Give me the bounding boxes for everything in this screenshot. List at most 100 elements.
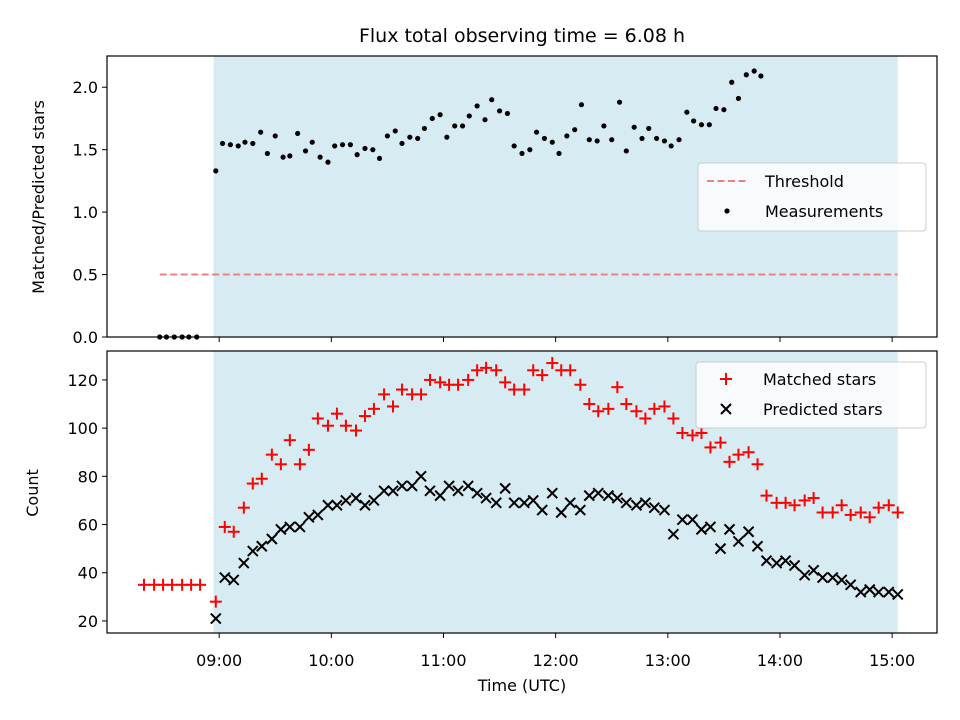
predicted-star-point (658, 504, 671, 516)
measurement-point (302, 148, 309, 154)
matched-star-point (592, 405, 605, 418)
measurement-point (362, 145, 368, 152)
matched-legend-label: Matched stars (763, 370, 876, 389)
matched-star-point (574, 378, 587, 391)
measurement-point (586, 137, 592, 143)
predicted-legend-marker (720, 403, 732, 415)
measurement-point (272, 133, 278, 139)
matched-star-point (138, 578, 151, 591)
measurement-point (339, 142, 346, 148)
y-tick-label: 100 (67, 419, 98, 438)
predicted-star-point (835, 574, 848, 586)
matched-star-point (779, 496, 792, 509)
predicted-star-point (732, 535, 745, 548)
predicted-star-point (667, 528, 680, 540)
matched-star-point (415, 388, 428, 401)
measurement-point (594, 138, 600, 144)
matched-star-point (648, 402, 661, 415)
matched-star-point (387, 400, 400, 413)
x-tick-label: 09:00 (196, 651, 242, 670)
predicted-star-point (620, 497, 633, 509)
x-tick-label: 15:00 (869, 651, 915, 670)
measurement-point (421, 125, 428, 132)
matched-star-point (518, 383, 531, 396)
measurement-point (631, 124, 637, 130)
ratio-legend: Threshold Measurements (697, 162, 927, 232)
matched-star-point (462, 373, 475, 386)
predicted-star-point (340, 494, 352, 507)
measurement-point (459, 123, 466, 129)
measurement-point (370, 147, 376, 153)
matched-star-point (891, 506, 904, 519)
matched-star-point (194, 578, 207, 591)
x-tick-label: 14:00 (757, 651, 803, 670)
predicted-star-point (219, 571, 231, 584)
measurement-point (295, 130, 301, 137)
matched-star-point (227, 525, 240, 538)
measurement-point (376, 155, 383, 162)
count-legend: Matched stars Predicted stars (695, 361, 927, 429)
matched-star-point (788, 499, 801, 512)
measurement-point (564, 133, 570, 139)
predicted-star-point (471, 487, 483, 499)
matched-star-point (546, 357, 559, 370)
matched-star-point (807, 492, 820, 505)
measurement-point (415, 135, 421, 142)
count-y-axis-label: Count (23, 469, 42, 517)
matched-star-point (358, 410, 371, 423)
predicted-star-point (322, 499, 334, 511)
matched-star-point (760, 489, 773, 502)
predicted-star-point (872, 586, 885, 598)
predicted-star-point (490, 497, 502, 509)
predicted-star-point (284, 521, 296, 533)
predicted-star-point (312, 509, 324, 521)
count-axes-frame (106, 350, 938, 634)
measurement-point (601, 123, 607, 129)
measurement-point (354, 152, 360, 158)
matched-star-point (658, 400, 671, 413)
measurement-point (519, 150, 525, 157)
measurement-point (706, 122, 712, 128)
predicted-star-point (770, 557, 783, 569)
predicted-star-point (863, 583, 876, 596)
measurement-point (743, 72, 749, 78)
ratio-y-axis-label: Matched/Predicted stars (29, 100, 48, 294)
matched-star-point (490, 364, 503, 377)
matched-star-point (434, 376, 447, 389)
predicted-star-point (238, 557, 250, 569)
measurement-point (489, 97, 495, 103)
matched-star-point (218, 520, 231, 533)
matched-legend-marker (720, 373, 732, 385)
predicted-star-point (844, 579, 857, 591)
measurement-point (250, 140, 256, 147)
predicted-star-point (452, 485, 464, 497)
ratio-axes-frame (106, 55, 938, 338)
matched-star-point (378, 388, 391, 401)
measurement-point (429, 115, 435, 122)
predicted-star-point (396, 480, 408, 492)
predicted-star-point (676, 514, 689, 526)
y-tick-label: 2.0 (73, 78, 98, 97)
measurement-point (668, 143, 674, 149)
measurement-point (729, 79, 735, 85)
matched-star-point (686, 429, 699, 442)
predicted-star-point (406, 480, 418, 492)
measurement-point (511, 143, 517, 149)
predicted-star-point (555, 506, 567, 519)
matched-star-point (872, 501, 885, 514)
matched-star-point (835, 499, 848, 512)
y-tick-label: 120 (67, 371, 98, 390)
predicted-star-point (368, 494, 380, 507)
measurement-point (684, 109, 690, 115)
measurement-point (325, 159, 331, 165)
x-tick-label: 10:00 (308, 651, 354, 670)
measurement-point (698, 122, 705, 128)
predicted-star-point (855, 586, 867, 598)
predicted-star-point (788, 559, 801, 572)
predicted-star-point (443, 480, 455, 492)
measurement-point (623, 148, 629, 154)
measurement-point (235, 143, 241, 149)
predicted-star-point (303, 511, 315, 524)
predicted-star-point (294, 521, 306, 533)
matched-star-point (826, 506, 839, 519)
